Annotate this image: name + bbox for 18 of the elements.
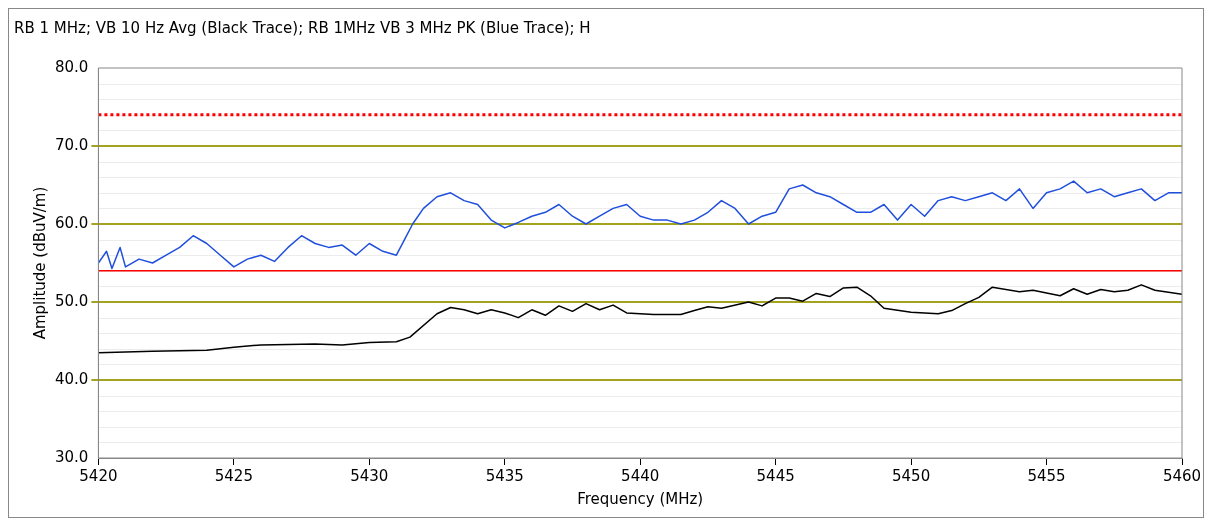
x-tick-label: 5420 [79,466,118,485]
y-tick-label: 60.0 [54,213,89,232]
x-tick-label: 5440 [621,466,660,485]
y-tick-label: 40.0 [54,369,89,388]
chart-title: RB 1 MHz; VB 10 Hz Avg (Black Trace); RB 1MHz VB 3 MHz PK (Blue Trace); H [14,19,591,37]
x-tick-label: 5450 [892,466,931,485]
x-tick-label: 5455 [1027,466,1066,485]
y-axis-title: Amplitude (dBuV/m) [30,186,49,340]
x-tick-label: 5460 [1162,466,1202,485]
y-tick-label: 30.0 [54,447,89,466]
x-tick-label: 5425 [214,466,253,485]
x-tick-label: 5445 [756,466,795,485]
x-axis-title: Frequency (MHz) [577,489,704,508]
x-tick-label: 5430 [350,466,389,485]
x-tick-label: 5435 [485,466,524,485]
y-tick-label: 70.0 [54,135,89,154]
y-tick-label: 50.0 [54,291,89,310]
y-tick-label: 80.0 [54,57,89,76]
